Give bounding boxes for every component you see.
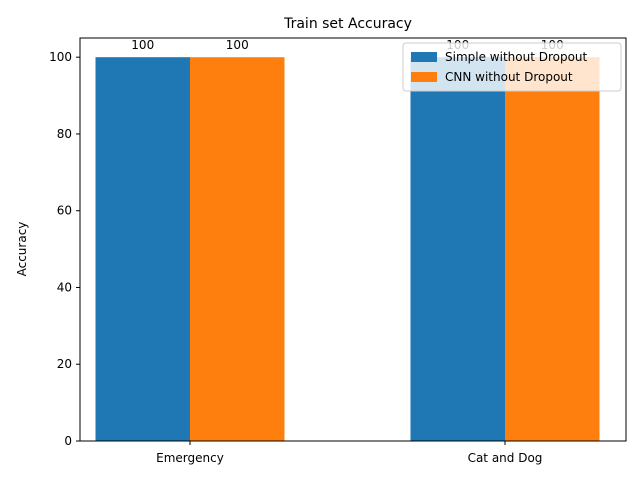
bar-simple-emergency — [95, 57, 190, 441]
x-axis: Emergency Cat and Dog — [156, 441, 542, 465]
bars-group — [95, 57, 600, 441]
y-tick-label: 60 — [57, 204, 72, 218]
y-tick-label: 20 — [57, 357, 72, 371]
bar-simple-cat-and-dog — [410, 57, 505, 441]
legend-label: Simple without Dropout — [445, 50, 588, 64]
x-tick-label: Emergency — [156, 451, 224, 465]
legend: Simple without Dropout CNN without Dropou… — [402, 42, 622, 92]
bar-value-label: 100 — [226, 38, 249, 52]
y-tick-label: 100 — [49, 50, 72, 64]
bar-cnn-cat-and-dog — [505, 57, 600, 441]
y-axis-label: Accuracy — [15, 222, 29, 277]
y-tick-label: 80 — [57, 127, 72, 141]
bar-value-label: 100 — [131, 38, 154, 52]
legend-label: CNN without Dropout — [445, 70, 573, 84]
plot-frame — [79, 37, 627, 442]
legend-swatch — [411, 72, 437, 82]
y-axis: 0 20 40 60 80 100 — [49, 50, 80, 448]
chart-title: Train set Accuracy — [283, 16, 412, 32]
legend-box — [402, 42, 622, 92]
y-tick-label: 40 — [57, 280, 72, 294]
legend-swatch — [411, 52, 437, 62]
y-tick-label: 0 — [64, 434, 72, 448]
bar-cnn-emergency — [190, 57, 285, 441]
x-tick-label: Cat and Dog — [468, 451, 543, 465]
